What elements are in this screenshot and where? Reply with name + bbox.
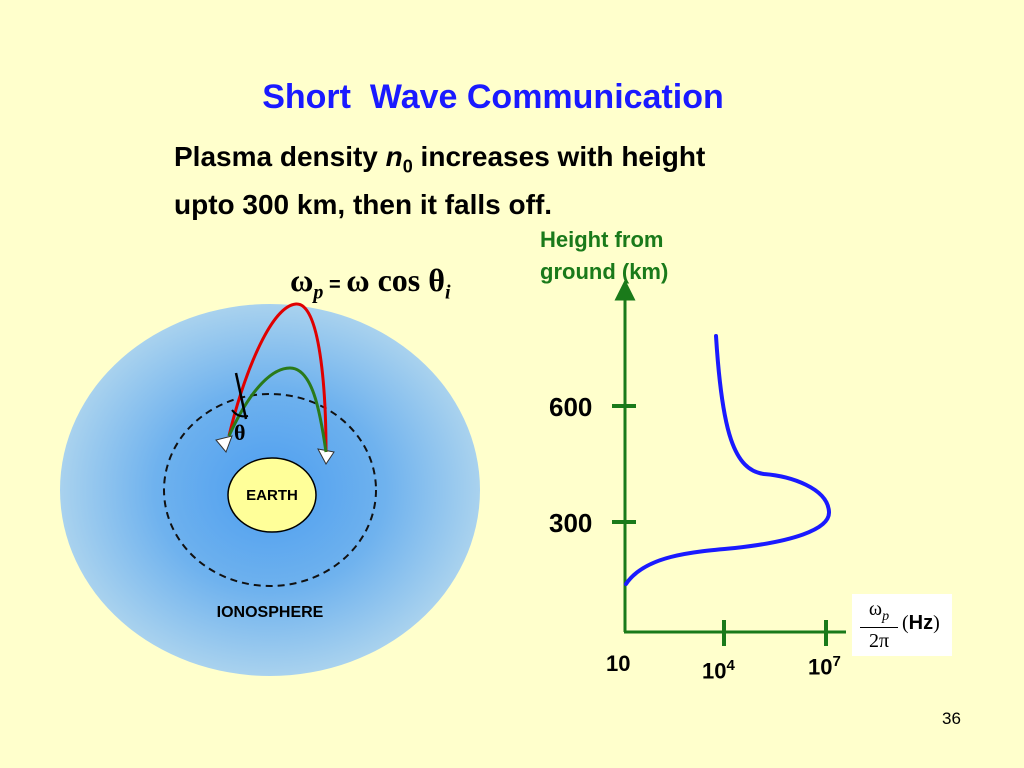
x-tick-label-origin: 10 (606, 651, 631, 676)
theta-label: θ (234, 420, 246, 445)
low-angle-ray (227, 366, 328, 453)
y-tick-label-300: 300 (549, 508, 593, 538)
theta-arc (231, 409, 249, 418)
left-antenna-icon (215, 435, 233, 453)
slide-title: Short Wave Communication (262, 78, 724, 116)
plasma-frequency-formula: ωp = ω cos θi (290, 262, 451, 304)
high-angle-ray (227, 302, 328, 453)
y-tick-label-600: 600 (549, 392, 593, 422)
ionosphere-boundary (163, 393, 377, 587)
ionosphere-label: IONOSPHERE (216, 604, 324, 621)
frequency-unit: (Hz) (902, 612, 940, 634)
x-tick-label-1e7: 107 (808, 653, 841, 680)
intro-line-2: upto 300 km, then it falls off. (174, 188, 553, 220)
earth (227, 457, 317, 533)
plasma-frequency-curve (624, 334, 832, 586)
page-number: 36 (942, 709, 961, 728)
frequency-fraction: ωp 2π (860, 598, 898, 653)
intro-line-1: Plasma density n0 increases with height (174, 141, 706, 177)
incidence-normal-mark (234, 372, 248, 420)
intro-text: Plasma density n0 increases with height … (174, 138, 705, 224)
earth-label: EARTH (246, 487, 298, 504)
x-tick-label-1e4: 104 (702, 657, 735, 684)
x-axis-label: ωp 2π (Hz) (852, 594, 952, 656)
y-axis-title: Height from ground (km) (540, 227, 669, 284)
